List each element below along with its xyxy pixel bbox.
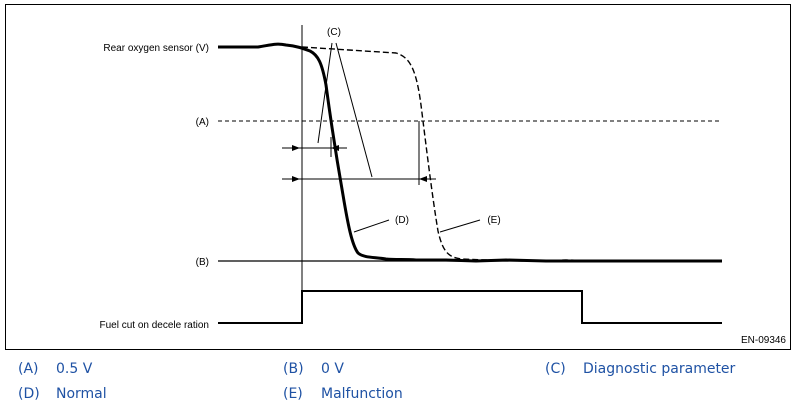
leader-c-1 — [317, 42, 333, 144]
arrow-head — [331, 145, 339, 151]
diagram-frame: Rear oxygen sensor (V) (A) (B) Fuel cut … — [5, 4, 791, 350]
rear-oxygen-sensor-label: Rear oxygen sensor (V) — [103, 43, 209, 54]
marker-b-label: (B) — [196, 257, 209, 268]
arrow-head — [419, 176, 427, 182]
malfunction-curve — [301, 46, 722, 262]
legend-item-e: (E) Malfunction — [283, 386, 403, 402]
legend-text: 0 V — [321, 361, 344, 377]
marker-a-label: (A) — [196, 117, 209, 128]
oxygen-sensor-diagram: Rear oxygen sensor (V) (A) (B) Fuel cut … — [99, 25, 786, 346]
arrow-head — [292, 145, 300, 151]
legend-text: 0.5 V — [56, 361, 93, 377]
legend-item-a: (A) 0.5 V — [18, 361, 92, 377]
legend-item-d: (D) Normal — [18, 386, 107, 402]
normal-curve — [218, 42, 722, 263]
fuel-cut-label: Fuel cut on decele ration — [99, 320, 209, 331]
legend: (A) 0.5 V (B) 0 V (C) Diagnostic parameter … — [0, 355, 799, 412]
legend-text: Normal — [56, 386, 107, 402]
arrow-head — [292, 176, 300, 182]
legend-item-c: (C) Diagnostic parameter — [545, 361, 735, 377]
figure-id: EN-09346 — [741, 335, 786, 346]
legend-key: (B) — [283, 361, 304, 377]
leader-d — [353, 219, 390, 233]
legend-key: (C) — [545, 361, 566, 377]
marker-c-label: (C) — [327, 27, 341, 38]
legend-key: (D) — [18, 386, 40, 402]
legend-key: (E) — [283, 386, 303, 402]
leader-c-2 — [335, 42, 373, 178]
marker-d-label: (D) — [395, 215, 409, 226]
legend-text: Diagnostic parameter — [583, 361, 736, 377]
marker-e-label: (E) — [487, 215, 500, 226]
leader-e — [439, 219, 481, 233]
legend-text: Malfunction — [321, 386, 403, 402]
fuel-cut-signal — [218, 290, 722, 324]
legend-item-b: (B) 0 V — [283, 361, 344, 377]
legend-key: (A) — [18, 361, 39, 377]
